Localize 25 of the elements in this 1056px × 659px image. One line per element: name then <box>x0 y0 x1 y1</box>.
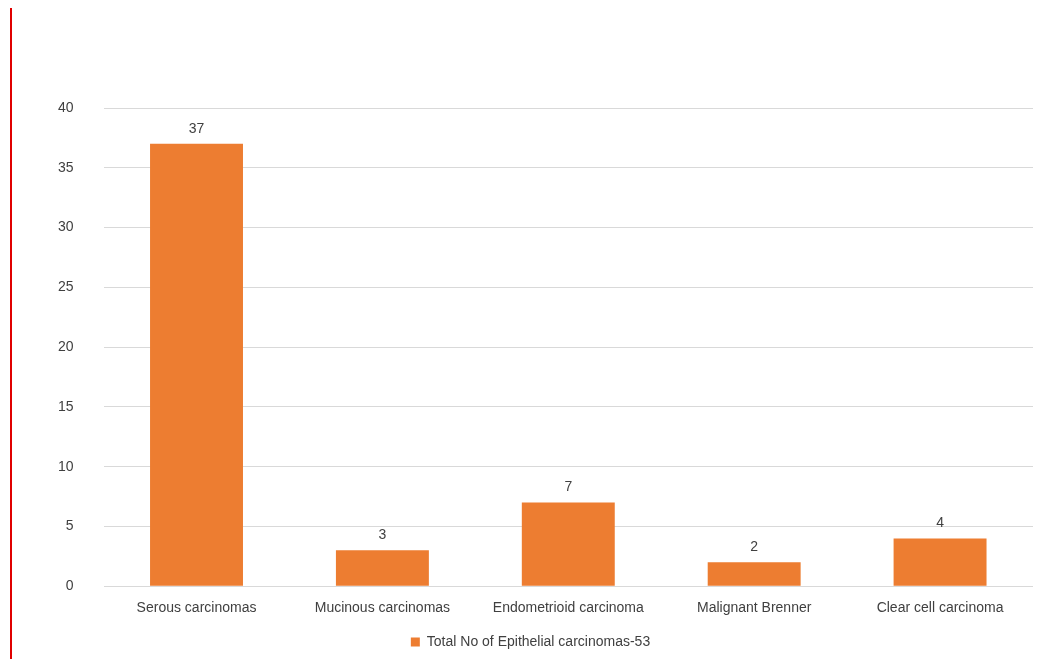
bar <box>707 562 801 586</box>
y-tick-label: 35 <box>57 158 74 175</box>
y-tick-label: 40 <box>57 98 74 115</box>
data-label: 4 <box>936 514 945 531</box>
bar <box>521 502 615 586</box>
y-tick-label: 25 <box>57 278 74 295</box>
x-tick-label: Endometrioid carcinoma <box>492 599 644 616</box>
y-tick-label: 0 <box>65 577 74 594</box>
y-tick-label: 10 <box>57 457 74 474</box>
x-tick-label: Serous carcinomas <box>136 599 257 616</box>
bar <box>150 143 243 586</box>
data-label: 2 <box>750 538 759 555</box>
data-label: 37 <box>188 119 205 136</box>
y-tick-label: 15 <box>57 397 74 414</box>
x-tick-label: Malignant Brenner <box>696 599 812 616</box>
bar <box>893 538 987 586</box>
x-tick-label: Clear cell carcinoma <box>876 599 1004 616</box>
data-label: 7 <box>564 478 573 495</box>
bar <box>335 550 429 586</box>
x-tick-label: Mucinous carcinomas <box>314 599 451 616</box>
data-label: 3 <box>378 526 387 543</box>
y-tick-label: 30 <box>57 218 74 235</box>
y-tick-label: 5 <box>65 517 74 534</box>
legend-label: Total No of Epithelial carcinomas-53 <box>426 632 651 649</box>
y-tick-label: 20 <box>57 337 74 354</box>
